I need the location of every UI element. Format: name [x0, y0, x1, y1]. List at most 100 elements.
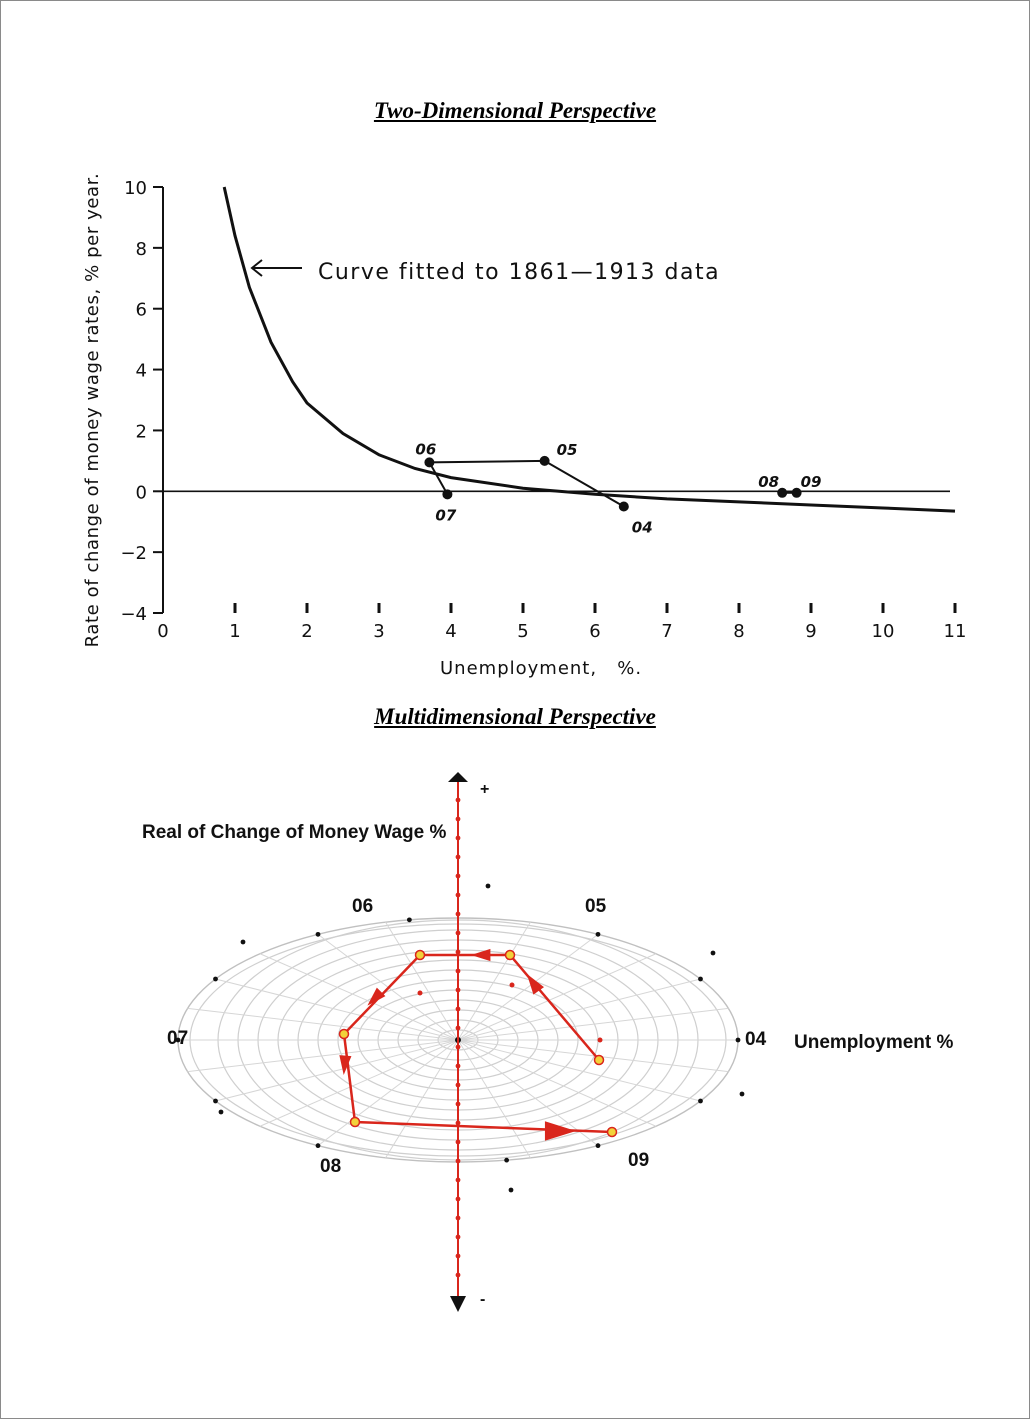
- axis-dot: [455, 930, 461, 936]
- grid-spoke: [187, 1007, 459, 1041]
- observation-point-07: [442, 489, 453, 500]
- path-arrow: [367, 987, 386, 1006]
- grid-spoke: [457, 1007, 729, 1041]
- ring-dot: [698, 1098, 703, 1104]
- grid-spoke: [457, 921, 531, 1041]
- y-tick-label: 2: [136, 421, 147, 442]
- outer-dot: [710, 950, 716, 956]
- observation-label-04: 04: [632, 519, 653, 537]
- axis-dot: [455, 892, 461, 898]
- x-tick-label: 7: [661, 621, 672, 642]
- axis-dot: [455, 1196, 461, 1202]
- axis-dot: [455, 835, 461, 841]
- y-tick-label: 8: [136, 239, 147, 260]
- year-label-05: 05: [585, 896, 607, 917]
- fitted-curve: [222, 186, 956, 513]
- observation-point-04: [618, 501, 629, 512]
- axis-dot: [455, 1215, 461, 1221]
- grid-spoke: [259, 1039, 459, 1127]
- outer-dot: [218, 1109, 224, 1115]
- path-arrow: [526, 973, 544, 995]
- observation-label-08: 08: [758, 473, 779, 491]
- axis-dot: [455, 816, 461, 822]
- observation-point-05: [539, 455, 550, 466]
- axis-arrow-down: [450, 1296, 466, 1312]
- observation-points: 04 05 06 07 08 09: [415, 440, 821, 536]
- axis-dot: [455, 1139, 461, 1145]
- path-arrow: [339, 1055, 352, 1075]
- grid-spoke: [187, 1039, 459, 1073]
- x-axis-label: Unemployment, %.: [440, 658, 642, 679]
- wage-path: [342, 953, 613, 1134]
- ring-dot: [315, 1143, 321, 1149]
- phillips-curve-chart: 10 8 6 4 2 0 −2 −4 0 1 2 3 4 5 6 7 8 9 10 11 Curve fitted t…: [82, 173, 966, 679]
- axis-dot: [455, 911, 461, 917]
- grid-spoke: [215, 978, 459, 1041]
- ring-dot: [315, 931, 321, 937]
- observation-label-05: 05: [557, 441, 578, 459]
- grid-spoke: [457, 1039, 531, 1159]
- year-label-07: 07: [167, 1028, 188, 1049]
- grid-spoke: [385, 921, 459, 1041]
- grid-spoke: [457, 1039, 599, 1147]
- x-tick-label: 1: [229, 621, 240, 642]
- axis-dot: [455, 797, 461, 803]
- small-marker: [509, 982, 515, 988]
- small-marker: [417, 990, 423, 996]
- x-tick-label: 0: [157, 621, 168, 642]
- grid-spoke: [457, 953, 657, 1041]
- x-tick-label: 10: [872, 621, 895, 642]
- axis-dot: [455, 1158, 461, 1164]
- x-tick-label: 2: [301, 621, 312, 642]
- axis-dot: [455, 987, 461, 993]
- outer-dot: [240, 939, 246, 945]
- red-path: [338, 948, 618, 1141]
- axis-dot: [455, 1025, 461, 1031]
- year-label-09: 09: [628, 1150, 649, 1171]
- path-arrow: [544, 1121, 576, 1141]
- year-label-04: 04: [745, 1029, 767, 1050]
- axis-dot: [455, 1101, 461, 1107]
- observation-point-08: [777, 487, 788, 498]
- axis-minus-sign: -: [480, 1291, 485, 1308]
- ring-dot: [595, 931, 601, 937]
- grid-spoke: [457, 1039, 729, 1073]
- ring-dot: [735, 1037, 741, 1043]
- ring-dot: [406, 917, 412, 923]
- path-point-08: [349, 1116, 361, 1128]
- path-arrow: [471, 948, 491, 962]
- grid-spoke: [457, 1039, 657, 1127]
- axis-arrow-up: [448, 772, 468, 782]
- axis-dot: [455, 1120, 461, 1126]
- path-point-09: [606, 1126, 618, 1138]
- ring-dot: [175, 1037, 181, 1043]
- small-marker: [597, 1037, 603, 1043]
- grid-spoke: [457, 978, 701, 1041]
- unemployment-label: Unemployment %: [794, 1032, 954, 1053]
- axis-dot: [455, 1063, 461, 1069]
- chart1-ticks: 10 8 6 4 2 0 −2 −4 0 1 2 3 4 5 6 7 8 9 10 11: [120, 178, 966, 642]
- observation-point-09: [791, 487, 802, 498]
- axis-dot: [455, 1234, 461, 1240]
- y-axis-label: Rate of change of money wage rates, % pe…: [82, 173, 103, 648]
- multidimensional-title: Multidimensional Perspective: [374, 704, 656, 729]
- money-wage-label: Real of Change of Money Wage %: [142, 822, 446, 843]
- two-dimensional-title: Two-Dimensional Perspective: [373, 98, 657, 123]
- observation-connector: [427, 459, 625, 508]
- grid-spoke: [457, 933, 599, 1041]
- annotation-arrow-head: [250, 259, 263, 277]
- x-tick-label: 4: [445, 621, 456, 642]
- grid-spoke: [317, 1039, 459, 1147]
- y-tick-label: 0: [136, 482, 147, 503]
- outer-dot: [508, 1187, 514, 1193]
- path-point-05: [504, 949, 516, 961]
- axis-dot: [455, 968, 461, 974]
- axis-dot: [455, 1177, 461, 1183]
- axis-dot: [455, 949, 461, 955]
- x-tick-label: 11: [944, 621, 967, 642]
- year-label-08: 08: [320, 1156, 341, 1177]
- x-tick-label: 8: [733, 621, 744, 642]
- year-label-06: 06: [352, 896, 373, 917]
- observation-label-09: 09: [801, 473, 822, 491]
- axis-dot: [455, 854, 461, 860]
